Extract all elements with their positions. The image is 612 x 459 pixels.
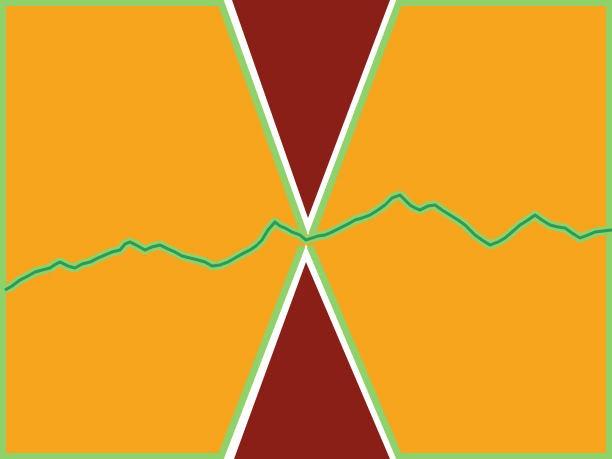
page — [0, 0, 612, 459]
scene — [0, 0, 612, 459]
